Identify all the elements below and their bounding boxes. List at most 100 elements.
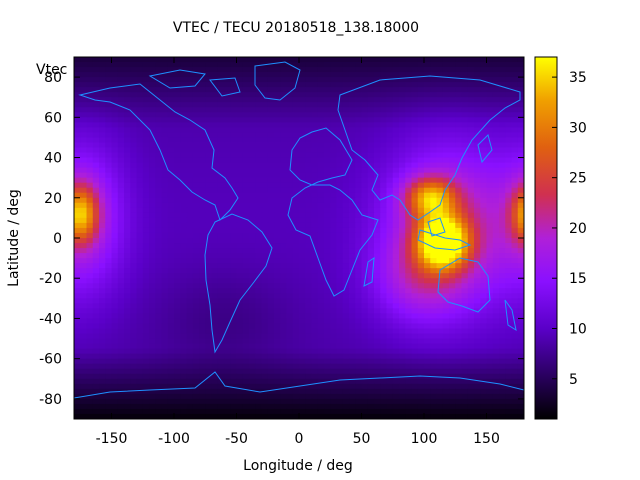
heatmap-cell: [430, 298, 438, 304]
heatmap-cell: [292, 388, 300, 395]
heatmap-cell: [336, 207, 344, 214]
heatmap-cell: [111, 232, 119, 239]
heatmap-cell: [455, 177, 463, 184]
heatmap-cell: [249, 147, 256, 154]
heatmap-cell: [242, 378, 250, 385]
heatmap-cell: [174, 288, 181, 294]
heatmap-cell: [155, 388, 163, 395]
heatmap-cell: [155, 132, 163, 139]
heatmap-cell: [355, 368, 363, 375]
heatmap-cell: [417, 283, 425, 289]
heatmap-cell: [261, 263, 269, 269]
heatmap-cell: [136, 142, 144, 149]
heatmap-cell: [349, 383, 356, 390]
heatmap-cell: [155, 238, 163, 244]
heatmap-cell: [124, 172, 131, 179]
heatmap-cell: [380, 263, 388, 269]
heatmap-cell: [417, 62, 425, 68]
heatmap-cell: [280, 207, 288, 214]
heatmap-cell: [355, 97, 363, 103]
heatmap-cell: [336, 192, 344, 199]
heatmap-cell: [99, 348, 106, 355]
heatmap-cell: [161, 207, 169, 214]
heatmap-cell: [417, 303, 425, 309]
heatmap-cell: [242, 112, 250, 118]
heatmap-cell: [186, 318, 194, 325]
heatmap-cell: [124, 278, 131, 284]
heatmap-cell: [436, 283, 444, 289]
heatmap-cell: [517, 383, 524, 390]
heatmap-cell: [92, 323, 100, 330]
heatmap-cell: [130, 323, 138, 330]
heatmap-cell: [236, 227, 244, 234]
heatmap-cell: [311, 77, 319, 83]
heatmap-cell: [499, 388, 506, 395]
heatmap-cell: [411, 358, 419, 365]
heatmap-cell: [517, 333, 524, 340]
heatmap-cell: [105, 268, 113, 274]
heatmap-cell: [299, 288, 306, 294]
heatmap-cell: [130, 358, 138, 365]
heatmap-cell: [492, 323, 500, 330]
heatmap-cell: [342, 212, 350, 219]
heatmap-cell: [305, 162, 313, 169]
heatmap-cell: [342, 152, 350, 159]
heatmap-cell: [242, 127, 250, 134]
heatmap-cell: [311, 348, 319, 355]
heatmap-cell: [424, 353, 431, 360]
heatmap-cell: [242, 202, 250, 209]
heatmap-cell: [230, 202, 238, 209]
heatmap-cell: [80, 207, 88, 214]
heatmap-cell: [305, 338, 313, 345]
heatmap-cell: [492, 263, 500, 269]
heatmap-cell: [367, 253, 375, 259]
heatmap-cell: [205, 167, 213, 174]
heatmap-cell: [267, 323, 275, 330]
heatmap-cell: [242, 343, 250, 350]
heatmap-cell: [486, 318, 494, 325]
heatmap-cell: [442, 373, 450, 380]
heatmap-cell: [517, 288, 524, 294]
heatmap-cell: [467, 288, 475, 294]
heatmap-cell: [124, 207, 131, 214]
heatmap-cell: [455, 323, 463, 330]
heatmap-cell: [505, 212, 513, 219]
heatmap-cell: [399, 328, 406, 335]
heatmap-cell: [392, 373, 400, 380]
heatmap-cell: [317, 142, 325, 149]
heatmap-cell: [92, 273, 100, 279]
heatmap-cell: [274, 338, 281, 345]
heatmap-cell: [342, 222, 350, 229]
heatmap-cell: [486, 202, 494, 209]
heatmap-cell: [236, 283, 244, 289]
heatmap-cell: [99, 243, 106, 249]
heatmap-cell: [192, 338, 200, 345]
heatmap-cell: [267, 157, 275, 164]
heatmap-cell: [411, 303, 419, 309]
heatmap-cell: [224, 112, 231, 118]
heatmap-cell: [286, 77, 294, 83]
heatmap-cell: [230, 162, 238, 169]
heatmap-cell: [274, 177, 281, 184]
heatmap-cell: [236, 293, 244, 299]
heatmap-cell: [111, 152, 119, 159]
heatmap-cell: [199, 167, 206, 174]
heatmap-cell: [161, 202, 169, 209]
heatmap-cell: [124, 157, 131, 164]
heatmap-cell: [167, 112, 175, 118]
heatmap-cell: [224, 248, 231, 254]
heatmap-cell: [486, 378, 494, 385]
heatmap-cell: [286, 263, 294, 269]
heatmap-cell: [174, 117, 181, 123]
heatmap-cell: [342, 92, 350, 98]
heatmap-cell: [317, 217, 325, 224]
heatmap-cell: [286, 127, 294, 134]
heatmap-cell: [486, 323, 494, 330]
heatmap-cell: [199, 253, 206, 259]
heatmap-cell: [242, 243, 250, 249]
heatmap-cell: [249, 288, 256, 294]
heatmap-cell: [361, 368, 369, 375]
heatmap-cell: [92, 82, 100, 88]
heatmap-cell: [80, 373, 88, 380]
heatmap-cell: [99, 248, 106, 254]
